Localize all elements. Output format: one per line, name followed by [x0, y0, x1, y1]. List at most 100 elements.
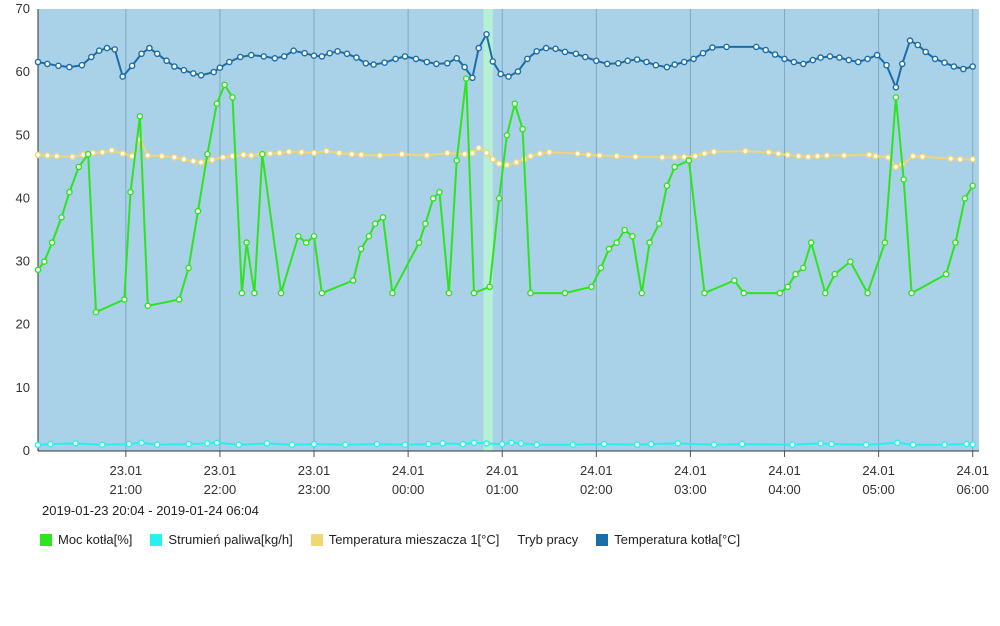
x-tick-date: 23.01 [110, 463, 143, 478]
data-point-temperatura-kotla-c [615, 60, 622, 67]
legend-label: Temperatura mieszacza 1[°C] [328, 532, 500, 547]
data-point-temperatura-kotla-c [572, 50, 580, 58]
data-point-strumien-paliwa-kg-h [862, 441, 870, 449]
data-point-temperatura-kotla-c [709, 44, 716, 51]
data-point-strumien-paliwa-kg-h [288, 441, 296, 449]
data-point-moc-kotla [310, 232, 318, 240]
data-point-strumien-paliwa-kg-h [963, 440, 970, 448]
data-point-strumien-paliwa-kg-h [569, 441, 577, 449]
y-tick-label: 0 [23, 443, 30, 458]
data-point-moc-kotla [784, 283, 792, 291]
data-point-temperatura-kotla-c [854, 58, 862, 66]
x-tick-date: 24.01 [580, 463, 613, 478]
data-point-moc-kotla [519, 125, 526, 133]
data-point-temperatura-mieszacza-1-c [423, 152, 431, 159]
data-point-moc-kotla [908, 289, 915, 297]
data-point-temperatura-kotla-c [343, 50, 351, 58]
data-point-moc-kotla [357, 245, 365, 253]
data-point-temperatura-kotla-c [401, 53, 409, 60]
data-point-moc-kotla [864, 289, 871, 297]
data-point-temperatura-kotla-c [663, 63, 671, 71]
data-point-moc-kotla [671, 163, 679, 171]
legend-item-temperatura-mieszacza[interactable]: Temperatura mieszacza 1[°C] [310, 532, 500, 547]
data-point-temperatura-kotla-c [906, 37, 914, 44]
data-point-temperatura-kotla-c [483, 30, 490, 38]
data-point-temperatura-mieszacza-1-c [574, 150, 581, 157]
data-point-temperatura-kotla-c [604, 60, 611, 68]
data-point-moc-kotla [229, 94, 236, 101]
data-point-temperatura-mieszacza-1-c [376, 152, 384, 159]
data-point-temperatura-kotla-c [922, 48, 930, 56]
legend-label: Strumień paliwa[kg/h] [168, 532, 293, 547]
data-point-moc-kotla [175, 296, 183, 303]
legend-swatch [40, 533, 52, 546]
data-point-strumien-paliwa-kg-h [213, 439, 221, 447]
x-tick-date: 24.01 [392, 463, 425, 478]
data-point-moc-kotla [84, 150, 92, 158]
data-point-strumien-paliwa-kg-h [498, 440, 506, 448]
data-point-temperatura-kotla-c [914, 41, 922, 49]
data-point-temperatura-mieszacza-1-c [483, 149, 490, 157]
data-point-strumien-paliwa-kg-h [508, 439, 515, 447]
legend-item-strumien-paliwa[interactable]: Strumień paliwa[kg/h] [150, 532, 293, 547]
data-point-temperatura-mieszacza-1-c [247, 152, 255, 159]
data-point-moc-kotla [527, 289, 534, 297]
data-point-strumien-paliwa-kg-h [235, 441, 242, 449]
data-point-strumien-paliwa-kg-h [47, 440, 54, 448]
data-point-temperatura-kotla-c [790, 58, 798, 66]
data-point-temperatura-kotla-c [138, 50, 145, 58]
data-point-strumien-paliwa-kg-h [941, 441, 948, 449]
data-point-strumien-paliwa-kg-h [710, 441, 718, 449]
data-point-temperatura-mieszacza-1-c [158, 152, 166, 160]
data-point-temperatura-mieszacza-1-c [840, 152, 848, 159]
data-point-temperatura-mieszacza-1-c [536, 150, 544, 157]
data-point-strumien-paliwa-kg-h [342, 441, 349, 449]
data-point-moc-kotla [41, 258, 48, 265]
data-point-moc-kotla [561, 289, 569, 297]
data-point-moc-kotla [847, 258, 854, 265]
data-point-temperatura-mieszacza-1-c [775, 150, 782, 157]
legend-item-tryb-pracy[interactable]: Tryb pracy [517, 532, 578, 547]
data-point-moc-kotla [365, 232, 373, 240]
data-point-moc-kotla [822, 289, 829, 297]
data-point-temperatura-kotla-c [969, 63, 977, 70]
data-point-temperatura-mieszacza-1-c [919, 153, 926, 161]
data-point-temperatura-mieszacza-1-c [348, 150, 356, 158]
legend-item-temperatura-kotla[interactable]: Temperatura kotła[°C] [596, 532, 740, 547]
data-point-moc-kotla [445, 289, 453, 297]
data-point-moc-kotla [900, 176, 908, 183]
data-point-temperatura-kotla-c [781, 55, 788, 63]
data-point-temperatura-kotla-c [762, 46, 770, 54]
data-point-temperatura-mieszacza-1-c [119, 150, 126, 157]
data-point-temperatura-kotla-c [146, 44, 153, 52]
data-point-moc-kotla [204, 150, 211, 158]
data-point-moc-kotla [238, 289, 246, 297]
data-point-temperatura-kotla-c [624, 57, 632, 65]
data-point-temperatura-kotla-c [593, 57, 600, 65]
data-point-moc-kotla [588, 283, 595, 291]
data-point-temperatura-kotla-c [680, 58, 688, 66]
data-point-temperatura-mieszacza-1-c [53, 152, 61, 160]
data-point-moc-kotla [605, 245, 613, 253]
data-point-strumien-paliwa-kg-h [263, 440, 271, 447]
chart: 23.01 21:00 23.01 22:00 23.01 23:00 24.01 00:00… [16, 1, 989, 497]
data-point-temperatura-kotla-c [381, 59, 388, 67]
data-point-temperatura-kotla-c [55, 62, 62, 70]
data-point-temperatura-kotla-c [514, 68, 522, 75]
data-point-temperatura-kotla-c [753, 43, 760, 51]
data-point-moc-kotla [701, 289, 708, 297]
data-point-temperatura-kotla-c [88, 53, 95, 61]
data-point-temperatura-kotla-c [461, 63, 468, 71]
data-point-moc-kotla [486, 283, 494, 291]
legend-swatch [310, 533, 323, 546]
x-tick-time: 04:00 [768, 482, 801, 497]
data-point-strumien-paliwa-kg-h [153, 441, 161, 449]
data-point-temperatura-kotla-c [34, 58, 42, 66]
legend-item-moc-kotla[interactable]: Moc kotła[%] [40, 532, 132, 547]
data-point-temperatura-mieszacza-1-c [503, 161, 511, 169]
y-tick-label: 40 [16, 190, 30, 205]
data-point-strumien-paliwa-kg-h [517, 440, 525, 447]
data-point-temperatura-kotla-c [370, 61, 377, 68]
data-point-temperatura-kotla-c [44, 60, 51, 68]
data-point-temperatura-mieszacza-1-c [765, 148, 773, 156]
